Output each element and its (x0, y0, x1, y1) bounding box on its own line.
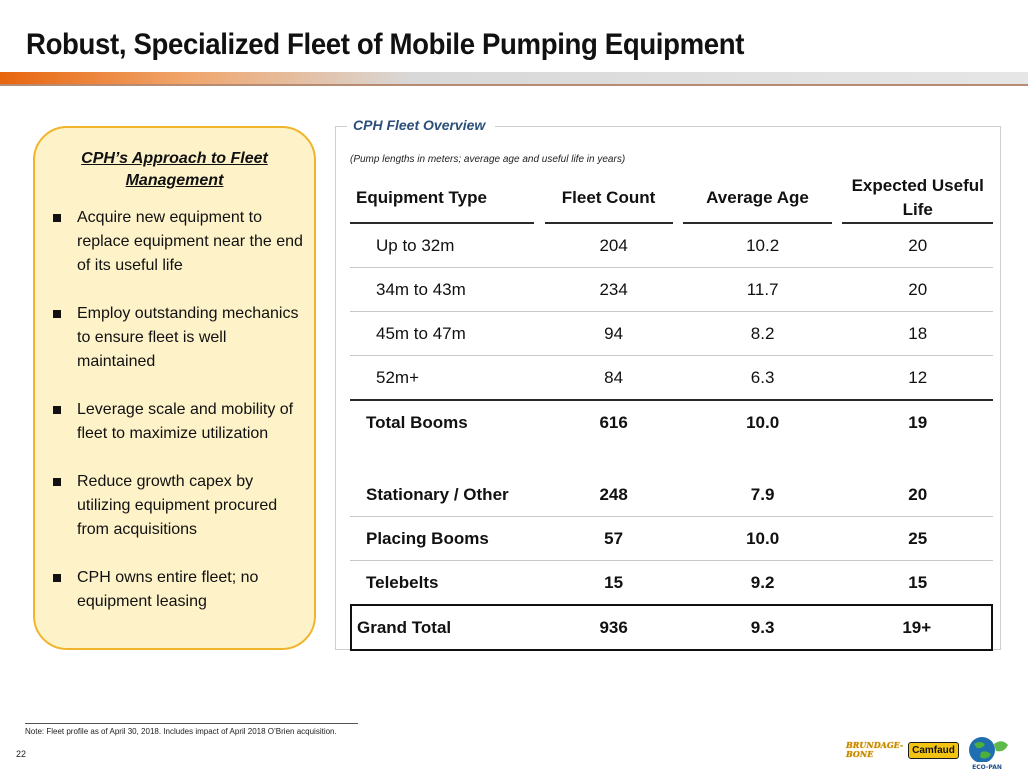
cell-average-age: 11.7 (682, 268, 843, 312)
fleet-table: Equipment Type Fleet Count Average Age E… (350, 174, 993, 651)
cell-equipment-type: Grand Total (350, 604, 545, 651)
cell-useful-life: 20 (842, 224, 993, 268)
brundage-bone-logo: BRUNDAGE- BONE (846, 741, 904, 763)
cell-fleet-count: 57 (544, 517, 683, 561)
cell-fleet-count: 84 (544, 356, 683, 401)
header-equipment-type: Equipment Type (350, 174, 535, 224)
fleet-units-note: (Pump lengths in meters; average age and… (350, 154, 626, 165)
cell-average-age: 6.3 (682, 356, 843, 401)
fleet-overview-label: CPH Fleet Overview (347, 117, 496, 133)
cell-fleet-count: 94 (544, 312, 683, 356)
cell-useful-life: 25 (842, 517, 993, 561)
approach-list: Acquire new equipment to replace equipme… (35, 206, 314, 614)
approach-bullet-text: Leverage scale and mobility of fleet to … (77, 401, 294, 442)
approach-title: CPH’s Approach to Fleet Management (81, 150, 268, 189)
approach-bullet: Reduce growth capex by utilizing equipme… (51, 470, 304, 542)
title-divider (0, 84, 1028, 86)
cell-average-age: 10.0 (682, 517, 843, 561)
cell-average-age: 10.0 (746, 412, 780, 432)
square-bullet-icon (53, 574, 61, 582)
table-row: 45m to 47m 94 8.2 18 (350, 312, 993, 356)
cell-useful-life: 20 (842, 268, 993, 312)
cell-average-age: 9.3 (682, 604, 843, 651)
table-row: Up to 32m 204 10.2 20 (350, 224, 993, 268)
brundage-bone-logo-line2: BONE (846, 749, 874, 759)
cell-useful-life: 20 (842, 473, 993, 517)
approach-bullet-text: Employ outstanding mechanics to ensure f… (77, 305, 299, 370)
square-bullet-icon (53, 406, 61, 414)
square-bullet-icon (53, 478, 61, 486)
cell-equipment-type: 45m to 47m (350, 312, 545, 356)
eco-pan-logo-text: ECO-PAN (972, 764, 1002, 771)
cell-equipment-type: Telebelts (366, 572, 439, 592)
cell-fleet-count: 234 (544, 268, 683, 312)
approach-bullet: CPH owns entire fleet; no equipment leas… (51, 566, 304, 614)
cell-useful-life: 15 (908, 572, 928, 592)
cell-useful-life: 12 (842, 356, 993, 401)
cell-useful-life: 18 (842, 312, 993, 356)
cell-average-age: 9.2 (750, 572, 775, 592)
table-header-row: Equipment Type Fleet Count Average Age E… (350, 174, 993, 224)
approach-bullet-text: Reduce growth capex by utilizing equipme… (77, 473, 278, 538)
header-average-age: Average Age (682, 174, 833, 224)
cell-equipment-type: Placing Booms (350, 517, 545, 561)
cell-fleet-count: 936 (544, 604, 683, 651)
table-row: 52m+ 84 6.3 12 (350, 356, 993, 401)
cell-equipment-type: Total Booms (366, 412, 468, 432)
title-accent-bar (0, 72, 1028, 84)
approach-callout: CPH’s Approach to Fleet Management Acqui… (33, 126, 316, 650)
grand-total-row: Grand Total 936 9.3 19+ (350, 604, 993, 651)
cell-average-age: 10.2 (682, 224, 843, 268)
cell-equipment-type: 52m+ (350, 356, 545, 401)
cell-equipment-type: Up to 32m (350, 224, 545, 268)
cell-fleet-count: 204 (544, 224, 683, 268)
cell-useful-life: 19+ (842, 604, 993, 651)
page-title: Robust, Specialized Fleet of Mobile Pump… (26, 28, 745, 61)
eco-pan-logo: ECO-PAN (967, 737, 1008, 771)
total-booms-row: Total Booms 616 10.0 19 (350, 401, 993, 444)
square-bullet-icon (53, 214, 61, 222)
page-number: 22 (16, 749, 27, 759)
approach-bullet-text: CPH owns entire fleet; no equipment leas… (77, 569, 259, 610)
table-row: Telebelts 15 9.2 15 (350, 561, 993, 604)
square-bullet-icon (53, 310, 61, 318)
cell-useful-life: 19 (908, 412, 928, 432)
footnote-divider (25, 723, 358, 724)
cell-equipment-type: 34m to 43m (350, 268, 545, 312)
approach-bullet-text: Acquire new equipment to replace equipme… (77, 209, 303, 274)
cell-fleet-count: 616 (599, 412, 628, 432)
table-row: Stationary / Other 248 7.9 20 (350, 473, 993, 517)
approach-bullet: Acquire new equipment to replace equipme… (51, 206, 304, 278)
cell-fleet-count: 15 (604, 572, 624, 592)
approach-bullet: Employ outstanding mechanics to ensure f… (51, 302, 304, 374)
table-row: 34m to 43m 234 11.7 20 (350, 268, 993, 312)
approach-bullet: Leverage scale and mobility of fleet to … (51, 398, 304, 446)
cell-average-age: 8.2 (682, 312, 843, 356)
header-fleet-count: Fleet Count (544, 174, 673, 224)
cell-fleet-count: 248 (544, 473, 683, 517)
table-row: Placing Booms 57 10.0 25 (350, 517, 993, 561)
cell-equipment-type: Stationary / Other (350, 473, 545, 517)
header-useful-life: Expected Useful Life (842, 174, 993, 224)
cell-average-age: 7.9 (682, 473, 843, 517)
footnote: Note: Fleet profile as of April 30, 2018… (25, 727, 337, 736)
camfaud-logo: Camfaud (908, 742, 959, 759)
brundage-bone-logo-line1: BRUNDAGE- (846, 740, 904, 750)
